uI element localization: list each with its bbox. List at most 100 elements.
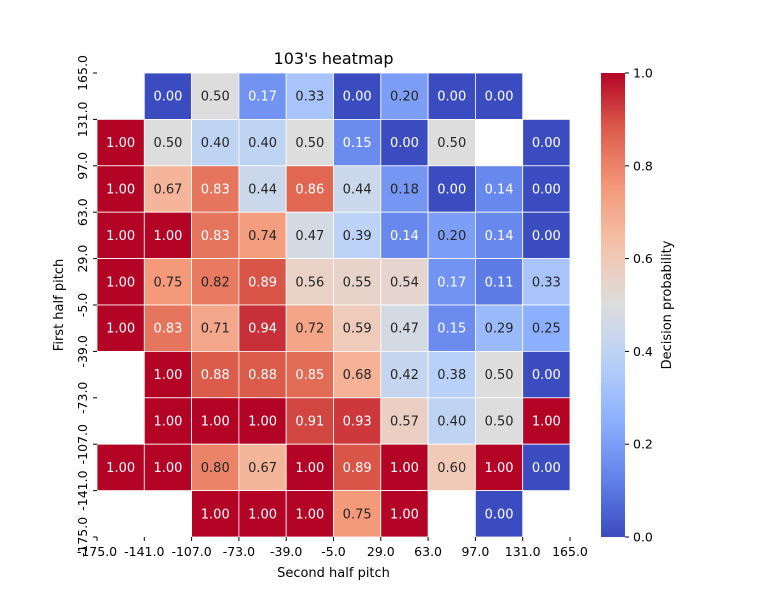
heatmap-cell [380, 72, 429, 120]
cell-value-label: 1.00 [390, 461, 419, 476]
heatmap-cell [285, 350, 334, 399]
y-tick-label: 97.0 [75, 152, 90, 180]
cell-value-label: 1.00 [106, 461, 135, 476]
cell-value-label: 0.89 [248, 275, 277, 290]
cell-value-label: 0.75 [343, 507, 372, 522]
heatmap-cell [96, 165, 145, 213]
heatmap-cell [285, 397, 334, 445]
x-tick-label: 131.0 [505, 544, 541, 559]
cell-value-label: 0.00 [390, 136, 419, 151]
y-tick-label: 165.0 [75, 55, 90, 91]
cell-value-label: 1.00 [153, 368, 182, 383]
cell-value-label: 0.59 [343, 322, 372, 337]
y-tick-label: 63.0 [75, 198, 90, 226]
heatmap-cell [522, 350, 571, 399]
cell-value-label: 0.88 [248, 368, 277, 383]
cell-value-label: 0.20 [390, 90, 419, 105]
heatmap-cell [191, 350, 240, 399]
heatmap-cell [522, 211, 571, 259]
heatmap-cell [474, 72, 524, 120]
cell-value-label: 0.56 [295, 275, 324, 290]
cell-value-label: 0.44 [248, 183, 277, 198]
cell-value-label: 1.00 [106, 229, 135, 244]
cell-value-label: 0.00 [532, 136, 561, 151]
heatmap-cell [238, 72, 287, 120]
heatmap-cell [143, 258, 193, 306]
cell-value-label: 0.17 [437, 275, 466, 290]
heatmap-cell [238, 119, 287, 167]
colorbar-tick-label: 0.6 [633, 251, 653, 266]
cell-value-label: 0.33 [532, 275, 561, 290]
cell-value-label: 0.25 [532, 322, 561, 337]
y-axis-label: First half pitch [52, 259, 67, 351]
y-axis: 165.0 131.0 97.0 63.0 29.0 -5.0 -39.0 -73.0 -107… [75, 55, 97, 557]
heatmap-cell [522, 443, 571, 492]
cell-value-label: 0.80 [201, 461, 230, 476]
cell-value-label: 1.00 [106, 275, 135, 290]
cell-value-label: 0.17 [248, 90, 277, 105]
x-axis: -175.0 -141.0 -107.0 -73.0 -39.0 -5.0 29.0 63.0… [77, 537, 588, 559]
cell-value-label: 1.00 [106, 322, 135, 337]
x-axis-label: Second half pitch [277, 566, 390, 581]
cell-value-label: 0.00 [532, 368, 561, 383]
cell-value-label: 0.83 [201, 183, 230, 198]
cell-value-label: 1.00 [485, 461, 514, 476]
cell-value-label: 0.50 [153, 136, 182, 151]
heatmap-cell [522, 397, 571, 445]
cell-value-label: 0.39 [343, 229, 372, 244]
heatmap-cell [427, 304, 476, 352]
y-tick-label: -5.0 [75, 293, 90, 317]
heatmap-cell [191, 490, 240, 538]
cell-value-label: 1.00 [295, 461, 324, 476]
cell-value-label: 1.00 [248, 507, 277, 522]
heatmap-cell [238, 490, 287, 538]
colorbar-tick-label: 1.0 [633, 66, 653, 81]
heatmap-cell [333, 165, 382, 213]
cell-value-label: 0.20 [437, 229, 466, 244]
cell-value-label: 0.00 [437, 90, 466, 105]
heatmap-cell [96, 211, 145, 259]
cell-value-label: 0.00 [437, 183, 466, 198]
x-tick-label: -73.0 [223, 544, 255, 559]
cell-value-label: 0.42 [390, 368, 419, 383]
heatmap-cell [380, 490, 429, 538]
colorbar-tick-label: 0.2 [633, 437, 653, 452]
heatmap-cell [191, 72, 240, 120]
cell-value-label: 0.47 [390, 322, 419, 337]
heatmap-cell [285, 165, 334, 213]
heatmap-cell [191, 258, 240, 306]
heatmap-cells: 0.00 0.50 0.17 0.33 0.00 0.20 0.00 0.00 1.00 0.50… [96, 72, 571, 538]
cell-value-label: 0.00 [532, 461, 561, 476]
heatmap-cell [143, 397, 193, 445]
cell-value-label: 0.55 [343, 275, 372, 290]
cell-value-label: 0.82 [201, 275, 230, 290]
cell-value-label: 1.00 [106, 183, 135, 198]
heatmap-cell [474, 490, 524, 538]
cell-value-label: 0.15 [437, 322, 466, 337]
heatmap-cell [522, 119, 571, 167]
x-tick-label: -107.0 [171, 544, 211, 559]
x-tick-label: -141.0 [124, 544, 164, 559]
heatmap-cell [143, 72, 193, 120]
heatmap-cell [143, 165, 193, 213]
cell-value-label: 0.57 [390, 415, 419, 430]
cell-value-label: 0.83 [201, 229, 230, 244]
colorbar-ticks: 0.0 0.2 0.4 0.6 0.8 1.0 [625, 66, 653, 545]
heatmap-cell [285, 258, 334, 306]
cell-value-label: 0.50 [485, 368, 514, 383]
cell-value-label: 0.86 [295, 183, 324, 198]
cell-value-label: 0.50 [295, 136, 324, 151]
heatmap-cell [474, 443, 524, 492]
heatmap-cell [143, 211, 193, 259]
cell-value-label: 0.83 [153, 322, 182, 337]
y-tick-label: -175.0 [75, 517, 90, 557]
cell-value-label: 0.38 [437, 368, 466, 383]
cell-value-label: 1.00 [201, 415, 230, 430]
cell-value-label: 1.00 [201, 507, 230, 522]
cell-value-label: 1.00 [106, 136, 135, 151]
cell-value-label: 1.00 [532, 415, 561, 430]
y-tick-label: 131.0 [75, 101, 90, 137]
cell-value-label: 0.15 [343, 136, 372, 151]
heatmap-cell [238, 304, 287, 352]
